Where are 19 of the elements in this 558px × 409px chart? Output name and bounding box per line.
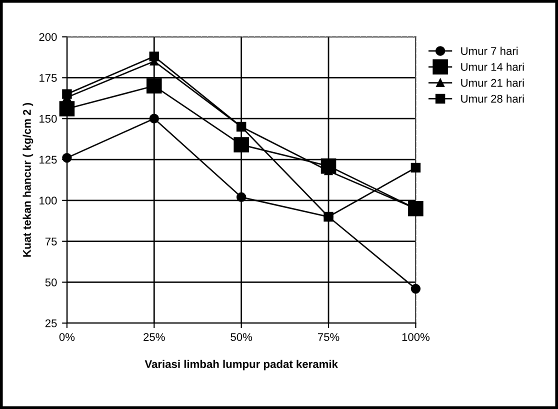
- x-axis-title: Variasi limbah lumpur padat keramik: [144, 360, 338, 370]
- y-tick-label: 175: [40, 74, 57, 82]
- y-tick-label: 150: [40, 114, 57, 123]
- legend-label: Umur 14 hari: [461, 62, 524, 71]
- y-tick-label: 100: [40, 196, 57, 205]
- y-tick-label: 25: [45, 319, 57, 328]
- y-axis-title: Kuat tekan hancur ( kg/cm 2 ): [22, 103, 34, 257]
- y-tick-label: 200: [39, 33, 57, 41]
- x-tick-label: 50%: [230, 333, 252, 341]
- y-tick-label: 125: [40, 156, 57, 164]
- x-tick-label: 0%: [59, 333, 75, 341]
- y-tick-label: 50: [45, 278, 57, 286]
- x-tick-label: 75%: [318, 333, 340, 341]
- x-tick-label: 25%: [144, 333, 165, 341]
- legend-label: Umur 21 hari: [461, 78, 524, 87]
- legend-label: Umur 28 hari: [461, 94, 524, 103]
- x-tick-label: 100%: [402, 333, 430, 341]
- legend-label: Umur 7 hari: [461, 46, 518, 55]
- y-tick-label: 75: [45, 238, 57, 246]
